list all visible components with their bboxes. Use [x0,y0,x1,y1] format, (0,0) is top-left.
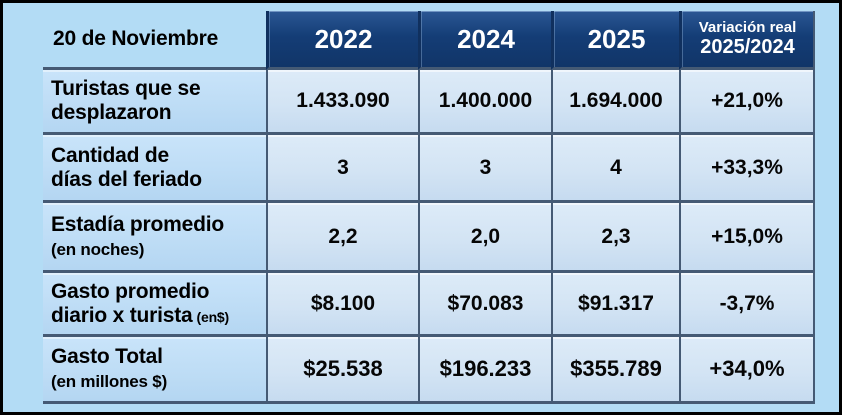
col-header-2025-label: 2025 [587,23,646,54]
row-label-gasto-total: Gasto Total (en millones $) [43,337,266,404]
row-label-line1: Estadía promedio [51,212,225,236]
col-header-variation: Variación real 2025/2024 [679,11,815,70]
table-title: 20 de Noviembre [53,27,219,50]
table-title-cell: 20 de Noviembre [43,11,266,70]
cell-turistas-2025: 1.694.000 [551,70,679,135]
row-label-turistas: Turistas que se desplazaron [43,70,266,135]
row-label-sub: (en millones $) [51,372,168,391]
row-label-gasto-promedio: Gasto promedio diario x turista (en$) [43,273,266,337]
row-label-sub: (en$) [196,308,230,325]
cell-gasto-promedio-2025: $91.317 [551,273,679,337]
row-label-estadia: Estadía promedio (en noches) [43,203,266,273]
cell-turistas-2024: 1.400.000 [418,70,551,135]
cell-gasto-total-2022: $25.538 [266,337,418,404]
cell-dias-2022: 3 [266,135,418,203]
cell-gasto-total-2024: $196.233 [418,337,551,404]
cell-estadia-2025: 2,3 [551,203,679,273]
col-header-2024-label: 2024 [457,23,515,54]
cell-gasto-promedio-variation: -3,7% [679,273,815,337]
row-label-line2: días del feriado [51,167,202,191]
cell-gasto-promedio-2024: $70.083 [418,273,551,337]
cell-estadia-2024: 2,0 [418,203,551,273]
col-header-2024: 2024 [418,11,551,70]
col-header-2025: 2025 [551,11,679,70]
row-label-line1: Cantidad de [51,143,169,167]
cell-dias-2024: 3 [418,135,551,203]
cell-turistas-2022: 1.433.090 [266,70,418,135]
cell-estadia-variation: +15,0% [679,203,815,273]
row-label-line2: desplazaron [51,101,172,124]
col-header-2022: 2022 [266,11,418,70]
cell-gasto-total-variation: +34,0% [679,337,815,404]
cell-estadia-2022: 2,2 [266,203,418,273]
row-label-line1: Gasto Total [51,345,163,369]
row-label-line1: Turistas que se [51,77,201,101]
col-header-2022-label: 2022 [314,23,373,54]
cell-gasto-total-2025: $355.789 [551,337,679,404]
row-label-dias-feriado: Cantidad de días del feriado [43,135,266,203]
variation-header-line1: Variación real [698,18,797,36]
row-label-sub: (en noches) [51,239,145,259]
cell-dias-variation: +33,3% [679,135,815,203]
variation-header-line2: 2025/2024 [700,36,795,59]
cell-gasto-promedio-2022: $8.100 [266,273,418,337]
tourism-stats-table: 20 de Noviembre 2022 2024 2025 Variación… [43,11,815,404]
cell-dias-2025: 4 [551,135,679,203]
cell-turistas-variation: +21,0% [679,70,815,135]
row-label-line1: Gasto promedio [51,279,210,303]
row-label-line2: diario x turista [51,303,193,327]
